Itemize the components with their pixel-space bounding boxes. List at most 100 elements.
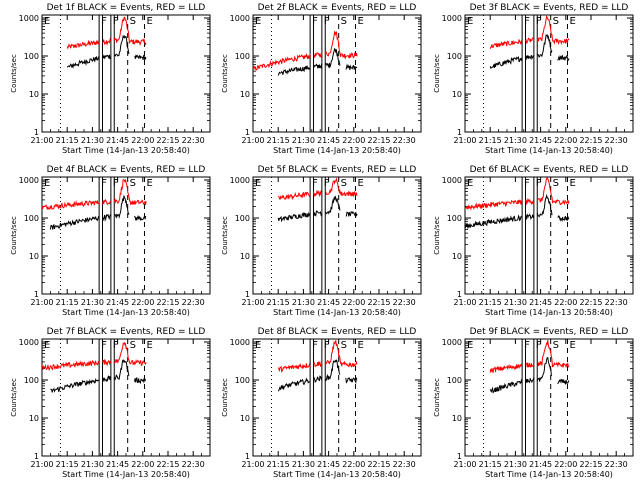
x-tick-label: 21:15: [56, 460, 79, 469]
x-tick-label: 22:15: [156, 298, 179, 307]
x-tick-label: 21:45: [106, 136, 129, 145]
y-axis-title: Counts/sec: [10, 54, 18, 93]
panel-plot-area: [489, 340, 570, 394]
panel-title: Det 3f BLACK = Events, RED = LLD: [470, 3, 629, 13]
x-tick-label: 22:30: [182, 460, 205, 469]
panel-frame: [41, 176, 211, 295]
y-tick-label: 100: [24, 52, 39, 61]
x-tick-label: 22:15: [156, 136, 179, 145]
panel-plot-area: [42, 179, 147, 230]
detector-panel-7: Det 7f BLACK = Events, RED = LLD 1 10 100 10…: [10, 327, 211, 479]
events-series-line: [50, 359, 147, 393]
panel-plot-area: [489, 15, 570, 69]
y-axis-title: Counts/sec: [433, 54, 441, 93]
x-tick-label: 21:30: [292, 460, 315, 469]
interval-label: S: [130, 16, 136, 27]
y-tick-label: 1000: [442, 14, 462, 23]
y-tick-label: 1000: [230, 338, 250, 347]
interval-label: E: [44, 178, 50, 189]
x-tick-label: 22:00: [131, 298, 154, 307]
x-tick-label: 21:45: [529, 298, 552, 307]
y-tick-label: 10: [240, 90, 250, 99]
interval-label: F: [113, 16, 119, 27]
interval-label: E: [357, 16, 363, 27]
x-tick-label: 21:15: [479, 460, 502, 469]
x-tick-label: 22:30: [605, 136, 628, 145]
panel-plot-area: [253, 30, 358, 76]
interval-label: E: [467, 178, 473, 189]
interval-label: S: [130, 178, 136, 189]
lld-series-line: [489, 15, 570, 49]
panel-frame: [41, 338, 211, 457]
detector-panel-4: Det 4f BLACK = Events, RED = LLD 1 10 100 10…: [10, 165, 211, 317]
events-series-line: [277, 195, 358, 223]
y-tick-label: 1000: [19, 338, 39, 347]
x-tick-label: 21:45: [529, 136, 552, 145]
x-tick-label: 22:00: [342, 298, 365, 307]
y-tick-label: 1: [34, 452, 39, 461]
y-axis-title: Counts/sec: [221, 54, 229, 93]
x-tick-label: 21:00: [453, 298, 476, 307]
interval-label: E: [255, 16, 261, 27]
x-tick-label: 22:15: [579, 298, 602, 307]
interval-label: F: [312, 178, 318, 189]
x-tick-label: 21:45: [529, 460, 552, 469]
detector-panel-5: Det 5f BLACK = Events, RED = LLD 1 10 100 10…: [221, 165, 422, 317]
interval-label: F: [324, 16, 330, 27]
panel-plot-area: [277, 340, 358, 392]
y-tick-label: 1: [457, 290, 462, 299]
interval-label: E: [357, 340, 363, 351]
lld-series-line: [42, 179, 147, 211]
interval-label: F: [536, 178, 542, 189]
x-tick-label: 21:30: [81, 460, 104, 469]
y-tick-label: 1000: [19, 14, 39, 23]
y-tick-label: 100: [235, 214, 250, 223]
interval-label: F: [324, 178, 330, 189]
lld-series-line: [42, 341, 147, 371]
y-axis-title: Counts/sec: [221, 216, 229, 255]
x-tick-label: 22:00: [342, 136, 365, 145]
x-tick-label: 21:00: [30, 136, 53, 145]
x-tick-label: 21:15: [479, 136, 502, 145]
y-tick-label: 1: [457, 128, 462, 137]
x-tick-label: 21:00: [241, 298, 264, 307]
y-tick-label: 100: [447, 376, 462, 385]
y-tick-label: 1: [34, 290, 39, 299]
interval-label: F: [312, 16, 318, 27]
panel-title: Det 6f BLACK = Events, RED = LLD: [470, 165, 629, 175]
x-tick-label: 22:30: [605, 460, 628, 469]
x-axis-title: Start Time (14-Jan-13 20:58:40): [62, 470, 190, 479]
x-tick-label: 22:00: [342, 460, 365, 469]
interval-label: F: [113, 178, 119, 189]
detector-panel-2: Det 2f BLACK = Events, RED = LLD 1 10 100 10…: [221, 3, 422, 155]
x-tick-label: 21:30: [81, 298, 104, 307]
interval-label: E: [467, 340, 473, 351]
y-axis-title: Counts/sec: [221, 378, 229, 417]
y-axis-title: Counts/sec: [10, 378, 18, 417]
x-axis-title: Start Time (14-Jan-13 20:58:40): [62, 308, 190, 317]
detector-panel-8: Det 8f BLACK = Events, RED = LLD 1 10 100 10…: [221, 327, 422, 479]
y-axis-title: Counts/sec: [433, 378, 441, 417]
interval-label: E: [569, 340, 575, 351]
x-axis-title: Start Time (14-Jan-13 20:58:40): [273, 308, 401, 317]
interval-label: E: [255, 178, 261, 189]
x-tick-label: 22:30: [393, 298, 416, 307]
panel-frame: [464, 14, 634, 133]
interval-label: E: [467, 16, 473, 27]
panel-frame: [252, 176, 422, 295]
detector-panel-3: Det 3f BLACK = Events, RED = LLD 1 10 100 10…: [433, 3, 634, 155]
y-tick-label: 10: [29, 252, 39, 261]
y-tick-label: 1: [245, 128, 250, 137]
y-tick-label: 1000: [19, 176, 39, 185]
x-tick-label: 21:45: [106, 460, 129, 469]
interval-label: F: [324, 340, 330, 351]
events-series-line: [49, 195, 147, 230]
events-series-line: [66, 34, 147, 69]
panel-plot-area: [42, 341, 147, 393]
x-tick-label: 21:15: [479, 298, 502, 307]
x-tick-label: 21:30: [504, 298, 527, 307]
panel-title: Det 2f BLACK = Events, RED = LLD: [258, 3, 417, 13]
interval-label: F: [113, 340, 119, 351]
y-tick-label: 100: [235, 376, 250, 385]
